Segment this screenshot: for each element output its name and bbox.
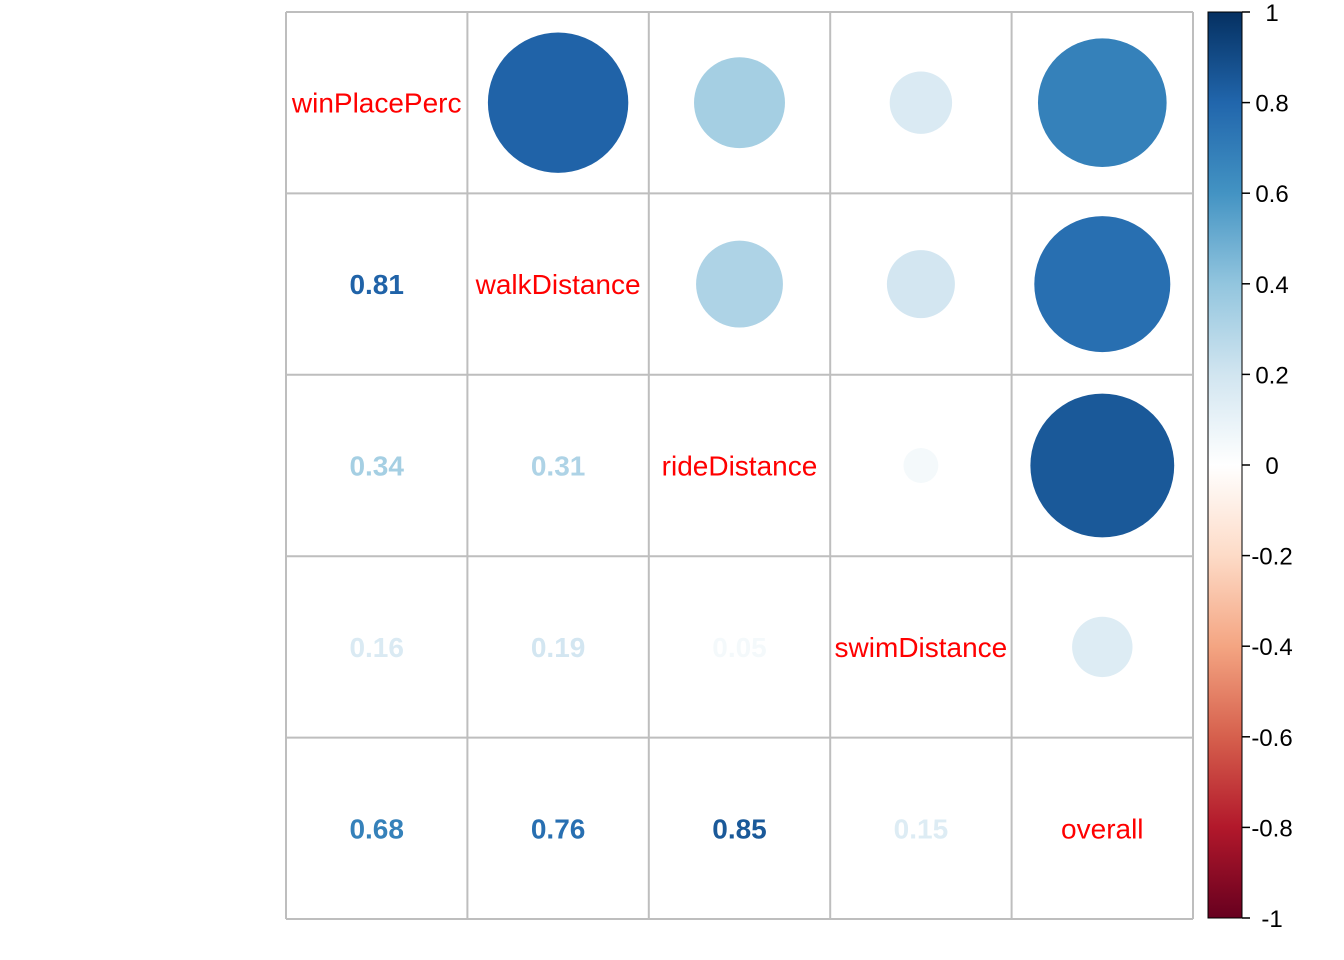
colorbar-tick-label: -0.2	[1251, 544, 1292, 571]
corr-value-walkdistance-winplaceperc: 0.81	[349, 269, 404, 300]
colorbar-tick-label: 0.2	[1255, 362, 1288, 389]
corr-circle-walkdistance-overall	[1034, 216, 1171, 353]
corr-value-overall-swimdistance: 0.15	[894, 813, 949, 844]
corr-value-swimdistance-walkdistance: 0.19	[531, 632, 586, 663]
corr-value-overall-ridedistance: 0.85	[712, 813, 767, 844]
corr-value-swimdistance-winplaceperc: 0.16	[349, 632, 404, 663]
corr-value-overall-walkdistance: 0.76	[531, 813, 586, 844]
variable-label-walkdistance: walkDistance	[475, 269, 641, 300]
corr-circle-ridedistance-overall	[1030, 393, 1175, 538]
variable-label-overall: overall	[1061, 813, 1143, 844]
variable-label-winplaceperc: winPlacePerc	[291, 88, 462, 119]
colorbar-tick-label: -1	[1261, 906, 1282, 933]
corr-circle-walkdistance-swimdistance	[886, 250, 955, 319]
colorbar-gradient	[1207, 11, 1243, 919]
corr-circle-winplaceperc-walkdistance	[487, 32, 629, 173]
corr-circle-walkdistance-ridedistance	[696, 240, 783, 328]
colorbar-tick-label: 0.8	[1255, 91, 1288, 118]
corr-circle-swimdistance-overall	[1072, 616, 1133, 678]
corr-circle-ridedistance-swimdistance	[903, 448, 939, 483]
corr-circle-winplaceperc-ridedistance	[694, 57, 785, 149]
colorbar-tick-label: -0.8	[1251, 815, 1292, 842]
corr-circle-winplaceperc-overall	[1037, 38, 1167, 168]
matrix-grid	[285, 11, 1194, 920]
colorbar-tick-label: -0.6	[1251, 725, 1292, 752]
variable-label-ridedistance: rideDistance	[662, 451, 818, 482]
corr-value-swimdistance-ridedistance: 0.05	[712, 632, 767, 663]
matrix-marks: winPlacePerc 0.81 walkDistance 0.34 0.31 ride…	[291, 32, 1175, 844]
colorbar-tick-label: 1	[1265, 0, 1278, 27]
corr-value-ridedistance-winplaceperc: 0.34	[349, 451, 404, 482]
colorbar-tick-label: 0.4	[1255, 272, 1288, 299]
corr-circle-winplaceperc-swimdistance	[889, 71, 953, 134]
corr-value-overall-winplaceperc: 0.68	[349, 813, 404, 844]
colorbar: 1 0.8 0.6 0.4 0.2 0 -0.2 -0.4 -0.6 -0.8 -1	[1207, 0, 1293, 933]
colorbar-tick-label: 0.6	[1255, 181, 1288, 208]
corr-value-ridedistance-walkdistance: 0.31	[531, 451, 586, 482]
variable-label-swimdistance: swimDistance	[835, 632, 1008, 663]
colorbar-tick-label: -0.4	[1251, 634, 1292, 661]
colorbar-tick-label: 0	[1265, 453, 1278, 480]
